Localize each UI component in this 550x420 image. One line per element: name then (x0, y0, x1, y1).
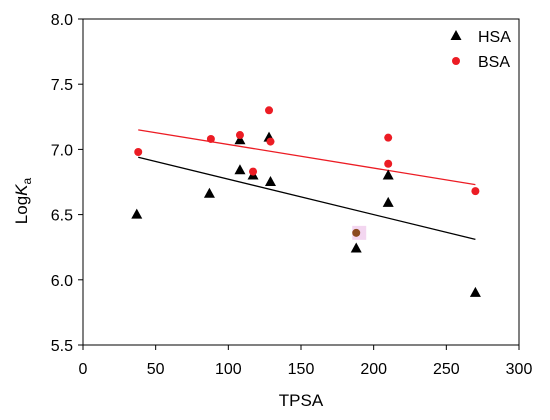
axis-ticks: 0 50 100 150 200 250 300 5.5 6.0 6.5 7.0 7.5 8.0 (51, 12, 533, 378)
x-tick-label: 50 (147, 361, 165, 378)
bsa-fit-line (138, 129, 476, 186)
y-tick-label: 7.5 (51, 77, 73, 94)
fit-lines (138, 129, 476, 241)
bsa-point (265, 106, 274, 115)
bsa-point (471, 187, 480, 196)
hsa-point (203, 187, 215, 198)
bsa-point (235, 131, 244, 140)
plot-frame (82, 18, 520, 346)
hsa-fit-line (138, 156, 476, 241)
hsa-point (350, 242, 362, 253)
bsa-point (249, 167, 258, 176)
legend: HSA BSA (450, 29, 511, 71)
y-tick-label: 5.5 (51, 338, 73, 355)
bsa-point (352, 228, 361, 237)
bsa-point (206, 134, 215, 143)
y-tick-label: 7.0 (51, 142, 73, 159)
x-tick-label: 250 (433, 361, 460, 378)
bsa-point (384, 133, 393, 142)
hsa-point (382, 196, 394, 207)
x-tick-label: 200 (360, 361, 387, 378)
legend-bsa-marker (452, 57, 460, 65)
hsa-point (131, 208, 143, 219)
legend-hsa-marker (450, 30, 462, 40)
x-tick-label: 0 (79, 361, 88, 378)
legend-hsa-label: HSA (478, 29, 511, 46)
bsa-point (266, 137, 275, 146)
bsa-point (384, 159, 393, 168)
y-tick-label: 8.0 (51, 12, 73, 29)
legend-bsa-label: BSA (478, 54, 510, 71)
bsa-point (134, 148, 143, 157)
hsa-point (382, 169, 394, 180)
hsa-point (234, 164, 246, 175)
y-tick-label: 6.5 (51, 208, 73, 225)
data-points (131, 106, 481, 297)
x-tick-label: 300 (506, 361, 533, 378)
y-axis-label-subscript: a (20, 177, 34, 184)
y-axis-label-prefix: Log (12, 196, 31, 224)
x-tick-label: 150 (288, 361, 315, 378)
y-axis-label-symbol: K (12, 184, 31, 196)
y-tick-label: 6.0 (51, 273, 73, 290)
hsa-point (264, 176, 276, 186)
x-tick-label: 100 (215, 361, 242, 378)
y-axis-label: LogKa (12, 177, 34, 224)
x-axis-label: TPSA (279, 391, 324, 410)
hsa-point (234, 134, 246, 145)
hsa-point (469, 286, 481, 297)
